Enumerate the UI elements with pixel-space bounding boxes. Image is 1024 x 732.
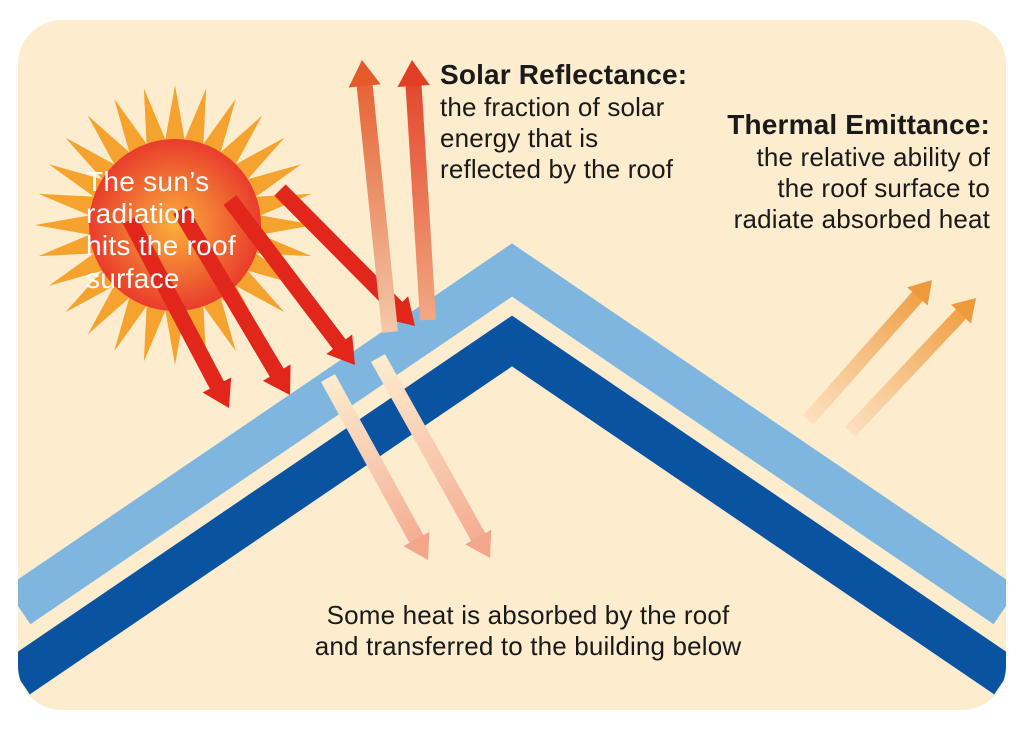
diagram-canvas: The sun’sradiationhits the roofsurface S… bbox=[0, 0, 1024, 732]
label-solar-reflectance-title: Solar Reflectance: bbox=[440, 58, 740, 92]
label-solar-reflectance: Solar Reflectance: the fraction of solar… bbox=[440, 58, 740, 185]
label-thermal-emittance: Thermal Emittance: the relative ability … bbox=[720, 108, 990, 235]
label-thermal-emittance-body: the relative ability ofthe roof surface … bbox=[720, 142, 990, 236]
label-thermal-emittance-title: Thermal Emittance: bbox=[720, 108, 990, 142]
sun-label: The sun’sradiationhits the roofsurface bbox=[86, 166, 316, 295]
label-absorbed-heat-body: Some heat is absorbed by the roofand tra… bbox=[308, 600, 748, 662]
label-solar-reflectance-body: the fraction of solarenergy that isrefle… bbox=[440, 92, 740, 186]
label-absorbed-heat: Some heat is absorbed by the roofand tra… bbox=[308, 600, 748, 662]
